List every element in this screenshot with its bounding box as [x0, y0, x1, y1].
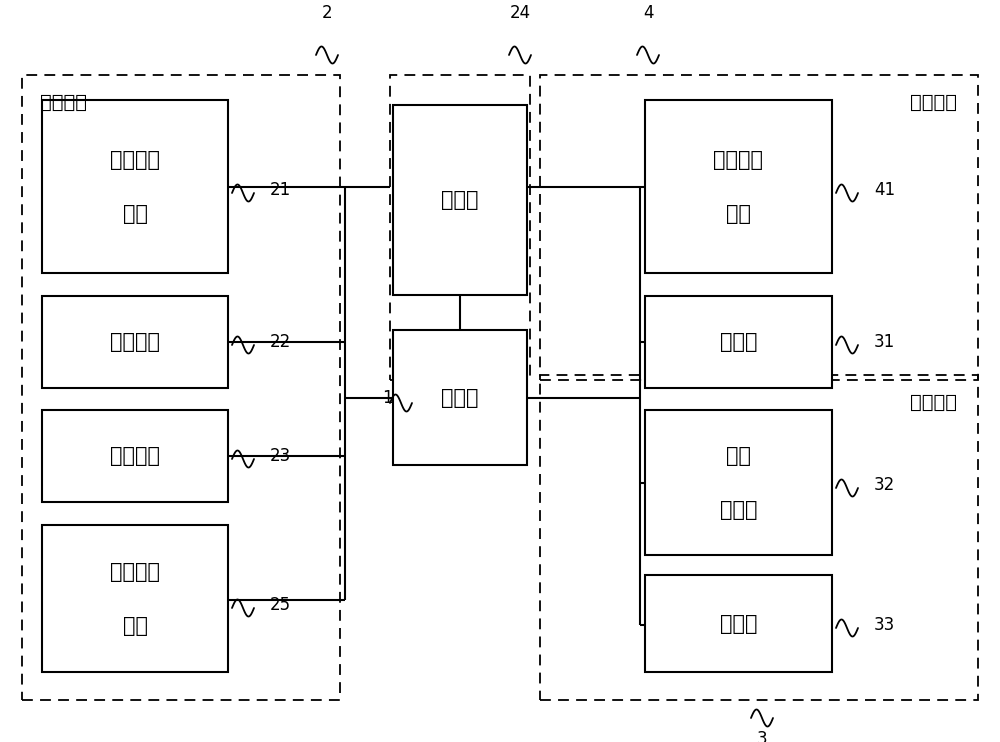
Bar: [22, 75, 340, 700]
Text: 缴费模块: 缴费模块: [110, 446, 160, 466]
Text: 面板: 面板: [122, 203, 148, 223]
Text: 寄件单元: 寄件单元: [40, 93, 87, 112]
Text: 传送带: 传送带: [720, 332, 757, 352]
Bar: [645, 296, 832, 388]
Text: 寄存柜: 寄存柜: [441, 190, 479, 210]
Text: 2: 2: [322, 4, 332, 22]
Text: 服务器: 服务器: [441, 387, 479, 407]
Text: 25: 25: [270, 596, 291, 614]
Text: 41: 41: [874, 181, 895, 199]
Text: 3: 3: [757, 730, 767, 742]
Bar: [42, 296, 228, 388]
Bar: [645, 575, 832, 672]
Text: 24: 24: [509, 4, 531, 22]
Text: 模块: 模块: [122, 616, 148, 635]
Bar: [42, 410, 228, 502]
Text: 1: 1: [382, 389, 393, 407]
Bar: [540, 375, 978, 700]
Text: 33: 33: [874, 616, 895, 634]
Bar: [645, 410, 832, 555]
Text: 取件单元: 取件单元: [910, 93, 957, 112]
Bar: [393, 105, 527, 295]
Text: 31: 31: [874, 333, 895, 351]
Text: 21: 21: [270, 181, 291, 199]
Bar: [393, 330, 527, 465]
Text: 4: 4: [643, 4, 653, 22]
Text: 称重模块: 称重模块: [110, 332, 160, 352]
Text: 装卸单元: 装卸单元: [910, 393, 957, 412]
Text: 站台: 站台: [726, 445, 751, 465]
Text: 第二操作: 第二操作: [714, 149, 764, 169]
Text: 凭条输出: 凭条输出: [110, 562, 160, 582]
Text: 第一操作: 第一操作: [110, 149, 160, 169]
Bar: [645, 100, 832, 273]
Bar: [540, 75, 978, 380]
Bar: [42, 525, 228, 672]
Text: 面板: 面板: [726, 203, 751, 223]
Bar: [42, 100, 228, 273]
Text: 升降机: 升降机: [720, 614, 757, 634]
Text: 轨道车: 轨道车: [720, 499, 757, 519]
Bar: [390, 75, 530, 380]
Text: 23: 23: [270, 447, 291, 465]
Text: 32: 32: [874, 476, 895, 494]
Text: 22: 22: [270, 333, 291, 351]
